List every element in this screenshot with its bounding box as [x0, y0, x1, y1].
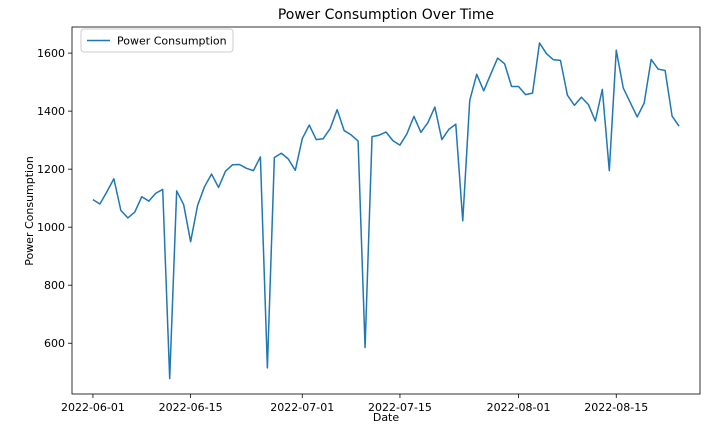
- legend-label: Power Consumption: [117, 35, 227, 48]
- x-axis-label: Date: [373, 411, 400, 424]
- x-tick-label: 2022-08-01: [487, 401, 551, 414]
- chart-title: Power Consumption Over Time: [278, 7, 494, 23]
- x-tick-label: 2022-06-01: [61, 401, 125, 414]
- y-tick-label: 1600: [37, 47, 65, 60]
- series-line-0: [92, 42, 680, 380]
- y-tick-label: 600: [44, 337, 65, 350]
- legend: Power Consumption: [80, 28, 234, 53]
- x-tick-label: 2022-07-01: [270, 401, 334, 414]
- y-axis-label: Power Consumption: [23, 156, 36, 266]
- x-tick-label: 2022-07-15: [368, 401, 432, 414]
- plot-area: 2022-06-01 2022-06-15 2022-07-01 2022-07-15…: [37, 26, 701, 414]
- y-tick-label: 1200: [37, 163, 65, 176]
- y-tick-label: 1400: [37, 105, 65, 118]
- y-tick-label: 800: [44, 279, 65, 292]
- x-tick-label: 2022-06-15: [159, 401, 223, 414]
- plot-frame: [71, 26, 701, 395]
- y-tick-label: 1000: [37, 221, 65, 234]
- legend-box: [80, 28, 234, 53]
- x-tick-label: 2022-08-15: [584, 401, 648, 414]
